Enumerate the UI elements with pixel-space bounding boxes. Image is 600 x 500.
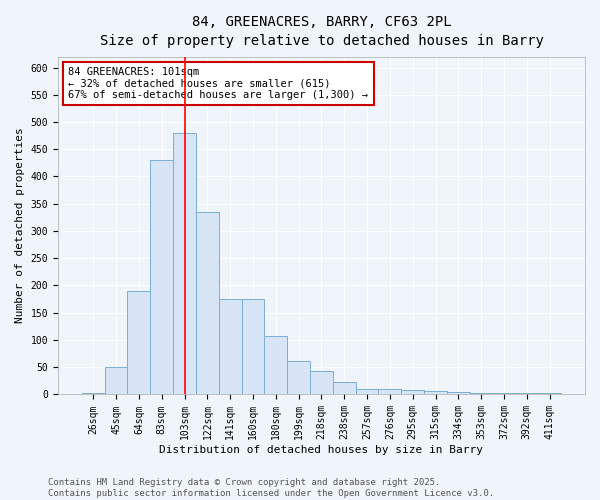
Bar (287, 360, 310, 394)
X-axis label: Distribution of detached houses by size in Barry: Distribution of detached houses by size … (160, 445, 484, 455)
Bar (219, 299, 242, 394)
Bar (356, 389, 379, 394)
Bar (265, 336, 287, 394)
Title: 84, GREENACRES, BARRY, CF63 2PL
Size of property relative to detached houses in : 84, GREENACRES, BARRY, CF63 2PL Size of … (100, 15, 544, 48)
Bar (379, 389, 401, 394)
Bar (310, 371, 333, 394)
Bar (538, 393, 561, 394)
Bar (470, 393, 493, 394)
Bar (333, 382, 356, 394)
Bar (127, 291, 151, 395)
Text: 84 GREENACRES: 101sqm
← 32% of detached houses are smaller (615)
67% of semi-det: 84 GREENACRES: 101sqm ← 32% of detached … (68, 66, 368, 100)
Bar (82, 393, 104, 394)
Bar (151, 160, 173, 394)
Text: Contains HM Land Registry data © Crown copyright and database right 2025.
Contai: Contains HM Land Registry data © Crown c… (48, 478, 494, 498)
Bar (424, 391, 447, 394)
Bar (104, 367, 127, 394)
Y-axis label: Number of detached properties: Number of detached properties (15, 128, 25, 324)
Bar (196, 212, 219, 394)
Bar (173, 133, 196, 394)
Bar (401, 390, 424, 394)
Bar (242, 299, 265, 394)
Bar (447, 392, 470, 394)
